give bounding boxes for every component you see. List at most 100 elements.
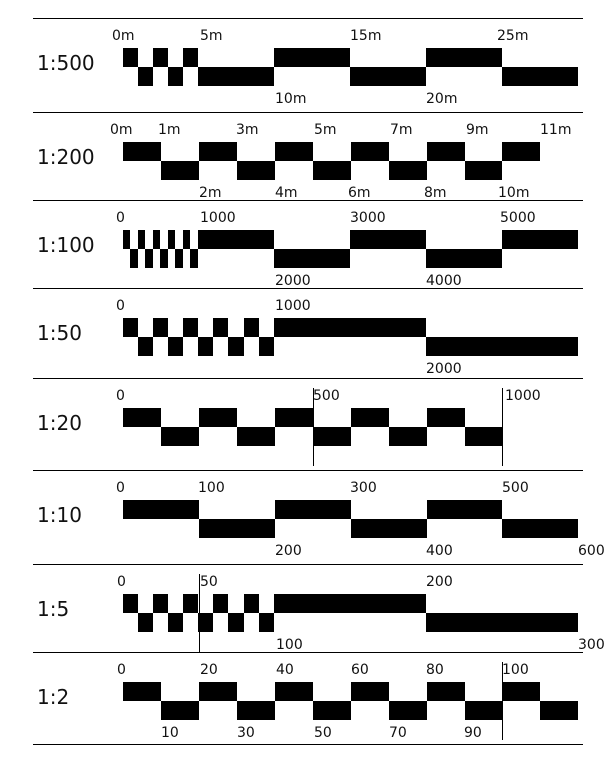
tick-label-top: 5m bbox=[314, 122, 337, 138]
scale-bar-segment bbox=[183, 594, 198, 613]
scale-bar-segment bbox=[350, 67, 426, 86]
tick-label-top: 0 bbox=[116, 298, 125, 314]
scale-bar-segment bbox=[123, 682, 161, 701]
scale-bar-segment bbox=[502, 682, 540, 701]
scale-bar-segment bbox=[275, 682, 313, 701]
tick-label-top: 60 bbox=[351, 662, 369, 678]
scale-bar-segment bbox=[275, 142, 313, 161]
tick-label-bottom: 10 bbox=[161, 725, 179, 741]
tick-label-bottom: 50 bbox=[314, 725, 332, 741]
scale-bar-segment bbox=[389, 701, 427, 720]
scale-bar-segment bbox=[313, 701, 351, 720]
tick-label-top: 40 bbox=[276, 662, 294, 678]
scale-bar-segment bbox=[145, 249, 153, 268]
scale-bar-segment bbox=[274, 48, 350, 67]
scale-bar-segment bbox=[427, 408, 465, 427]
scale-bar-segment bbox=[274, 318, 426, 337]
tick-label-bottom: 400 bbox=[426, 543, 453, 559]
tick-label-bottom: 30 bbox=[237, 725, 255, 741]
scale-bar-segment bbox=[351, 142, 389, 161]
tick-label-bottom: 6m bbox=[348, 185, 371, 201]
tick-label-top: 0 bbox=[117, 662, 126, 678]
tick-label-bottom: 8m bbox=[424, 185, 447, 201]
scale-bar-segment bbox=[274, 249, 350, 268]
tick-label-bottom: 2000 bbox=[426, 361, 462, 377]
scale-bar-segment bbox=[313, 161, 351, 180]
tick-label-top: 300 bbox=[350, 480, 377, 496]
tick-label-top: 1000 bbox=[505, 388, 541, 404]
scale-bar-segment bbox=[427, 500, 502, 519]
scale-bar-segment bbox=[259, 613, 274, 632]
scale-bar-segment bbox=[426, 613, 578, 632]
tick-label-top: 1000 bbox=[200, 210, 236, 226]
tick-label-top: 5m bbox=[200, 28, 223, 44]
scale-bar-segment bbox=[190, 249, 198, 268]
tick-label-top: 20 bbox=[200, 662, 218, 678]
scale-bar-segment bbox=[138, 337, 153, 356]
scale-bar-segment bbox=[540, 701, 578, 720]
tick-label-bottom: 100 bbox=[276, 637, 303, 653]
tick-label-bottom: 200 bbox=[275, 543, 302, 559]
scale-bar-segment bbox=[426, 249, 502, 268]
scale-bar-segment bbox=[259, 337, 274, 356]
tick-label-top: 7m bbox=[390, 122, 413, 138]
tick-label-top: 50 bbox=[200, 574, 218, 590]
scale-bar-segment bbox=[138, 613, 153, 632]
scale-ratio-label: 1:50 bbox=[37, 321, 82, 345]
scale-bar-segment bbox=[161, 701, 199, 720]
tick-label-top: 1m bbox=[158, 122, 181, 138]
scale-bar-segment bbox=[153, 594, 168, 613]
scale-bar-segment bbox=[175, 249, 183, 268]
scale-bar-segment bbox=[123, 594, 138, 613]
scale-bar-segment bbox=[237, 701, 275, 720]
scale-bar-segment bbox=[199, 408, 237, 427]
scale-bar-segment bbox=[198, 613, 213, 632]
tick-label-bottom: 2m bbox=[199, 185, 222, 201]
scale-bar-segment bbox=[228, 613, 244, 632]
scale-bar-segment bbox=[502, 519, 578, 538]
scale-bar-segment bbox=[199, 682, 237, 701]
tick-label-bottom: 70 bbox=[389, 725, 407, 741]
tick-label-top: 1000 bbox=[275, 298, 311, 314]
scale-bar-segment bbox=[123, 318, 138, 337]
scale-bar-segment bbox=[198, 337, 213, 356]
tick-label-top: 5000 bbox=[500, 210, 536, 226]
tick-label-top: 3m bbox=[236, 122, 259, 138]
tick-label-top: 500 bbox=[313, 388, 340, 404]
scale-bar-segment bbox=[130, 249, 138, 268]
scale-ratio-label: 1:10 bbox=[37, 503, 82, 527]
scale-bar-segment bbox=[160, 249, 168, 268]
scale-bar-segment bbox=[123, 500, 199, 519]
tick-label-top: 0 bbox=[116, 210, 125, 226]
scale-bar-segment bbox=[161, 161, 199, 180]
tick-label-bottom: 4m bbox=[275, 185, 298, 201]
tick-label-top: 25m bbox=[497, 28, 528, 44]
scale-bar-segment bbox=[350, 230, 426, 249]
scale-bar-segment bbox=[275, 408, 313, 427]
scale-bar-segment bbox=[389, 427, 427, 446]
scale-bar-segment bbox=[138, 230, 145, 249]
scale-bar-segment bbox=[351, 519, 427, 538]
scale-ratio-label: 1:500 bbox=[37, 51, 95, 75]
scale-bar-segment bbox=[183, 230, 190, 249]
tick-label-top: 200 bbox=[426, 574, 453, 590]
scale-bar-segment bbox=[123, 48, 138, 67]
tick-label-top: 100 bbox=[198, 480, 225, 496]
scale-ratio-label: 1:2 bbox=[37, 685, 69, 709]
tick-label-bottom: 20m bbox=[426, 91, 457, 107]
scale-bar-segment bbox=[351, 682, 389, 701]
tick-label-top: 15m bbox=[350, 28, 381, 44]
scale-bar-segment bbox=[198, 230, 274, 249]
tick-label-top: 0 bbox=[116, 388, 125, 404]
tick-label-bottom: 2000 bbox=[275, 273, 311, 289]
tick-label-bottom: 600 bbox=[578, 543, 605, 559]
scale-ratio-label: 1:20 bbox=[37, 411, 82, 435]
scale-bar-segment bbox=[198, 67, 274, 86]
scale-bar-segment bbox=[351, 408, 389, 427]
scale-bar-segment bbox=[275, 500, 351, 519]
scale-bar-segment bbox=[153, 48, 168, 67]
tick-label-top: 80 bbox=[426, 662, 444, 678]
scale-bar-segment bbox=[199, 142, 237, 161]
scale-bar-segment bbox=[426, 48, 502, 67]
scale-bar-segment bbox=[237, 161, 275, 180]
